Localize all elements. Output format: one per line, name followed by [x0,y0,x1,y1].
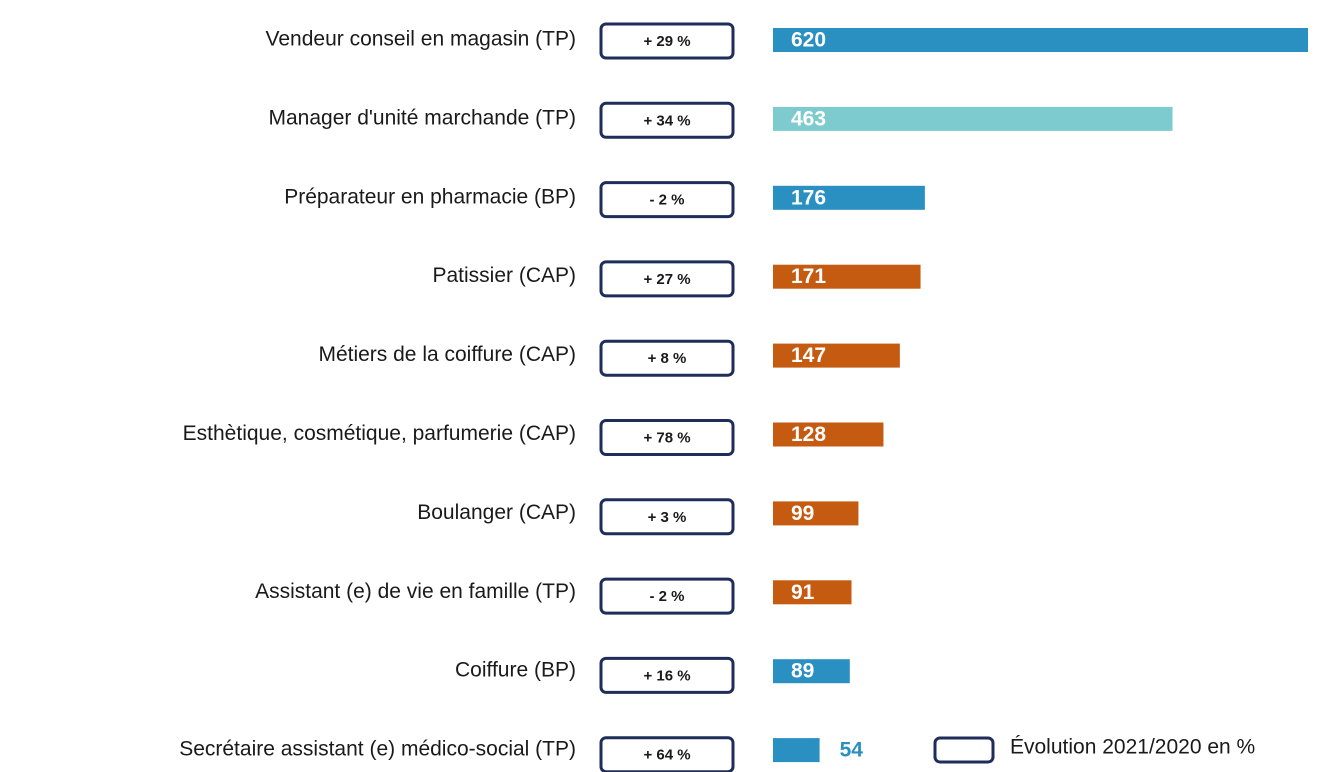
evolution-box [599,656,735,694]
evolution-label: + 3 % [648,509,687,526]
evolution-label: - 2 % [649,192,684,209]
value-label: 176 [791,186,826,209]
y-tick-label: Esthètique, cosmétique, parfumerie (CAP) [183,422,576,445]
y-tick-label: Secrétaire assistant (e) médico-social (… [179,738,576,761]
value-label: 99 [791,502,814,525]
legend-swatch [933,736,995,764]
evolution-label: + 8 % [648,350,687,367]
bar [773,422,884,447]
evolution-label: + 64 % [643,747,690,764]
y-tick-label: Métiers de la coiffure (CAP) [318,343,576,366]
evolution-box [599,339,735,377]
legend-label: Évolution 2021/2020 en % [1010,736,1255,759]
evolution-box [599,181,735,219]
bar [773,106,1173,131]
evolution-label: + 27 % [643,271,690,288]
evolution-box [599,260,735,298]
evolution-box [599,498,735,536]
bar [773,185,925,210]
bar [773,28,1308,52]
y-tick-label: Patissier (CAP) [432,264,576,287]
value-label: 89 [791,660,814,683]
evolution-label: - 2 % [649,588,684,605]
bar [773,343,900,368]
value-label: 128 [791,423,826,446]
evolution-box [599,419,735,456]
value-label: 91 [791,581,815,604]
bar [773,580,852,605]
evolution-label: + 78 % [643,429,690,446]
y-tick-label: Vendeur conseil en magasin (TP) [266,28,577,51]
bar [773,738,820,763]
y-tick-label: Préparateur en pharmacie (BP) [284,185,576,208]
evolution-box [599,577,735,615]
value-label: 147 [791,344,826,367]
bar [773,264,921,289]
bar [773,501,859,526]
evolution-label: + 29 % [643,33,690,50]
bar [773,659,850,684]
y-tick-label: Coiffure (BP) [455,659,576,682]
value-label: 171 [791,265,826,288]
evolution-box [599,101,735,139]
value-label: 620 [791,29,826,52]
evolution-box [599,22,735,60]
y-tick-label: Boulanger (CAP) [417,501,576,524]
y-tick-label: Assistant (e) de vie en famille (TP) [255,580,576,603]
value-label: 54 [840,739,864,762]
evolution-label: + 34 % [643,112,690,129]
evolution-label: + 16 % [643,667,690,684]
y-tick-label: Manager d'unité marchande (TP) [269,106,577,129]
value-label: 463 [791,107,826,130]
